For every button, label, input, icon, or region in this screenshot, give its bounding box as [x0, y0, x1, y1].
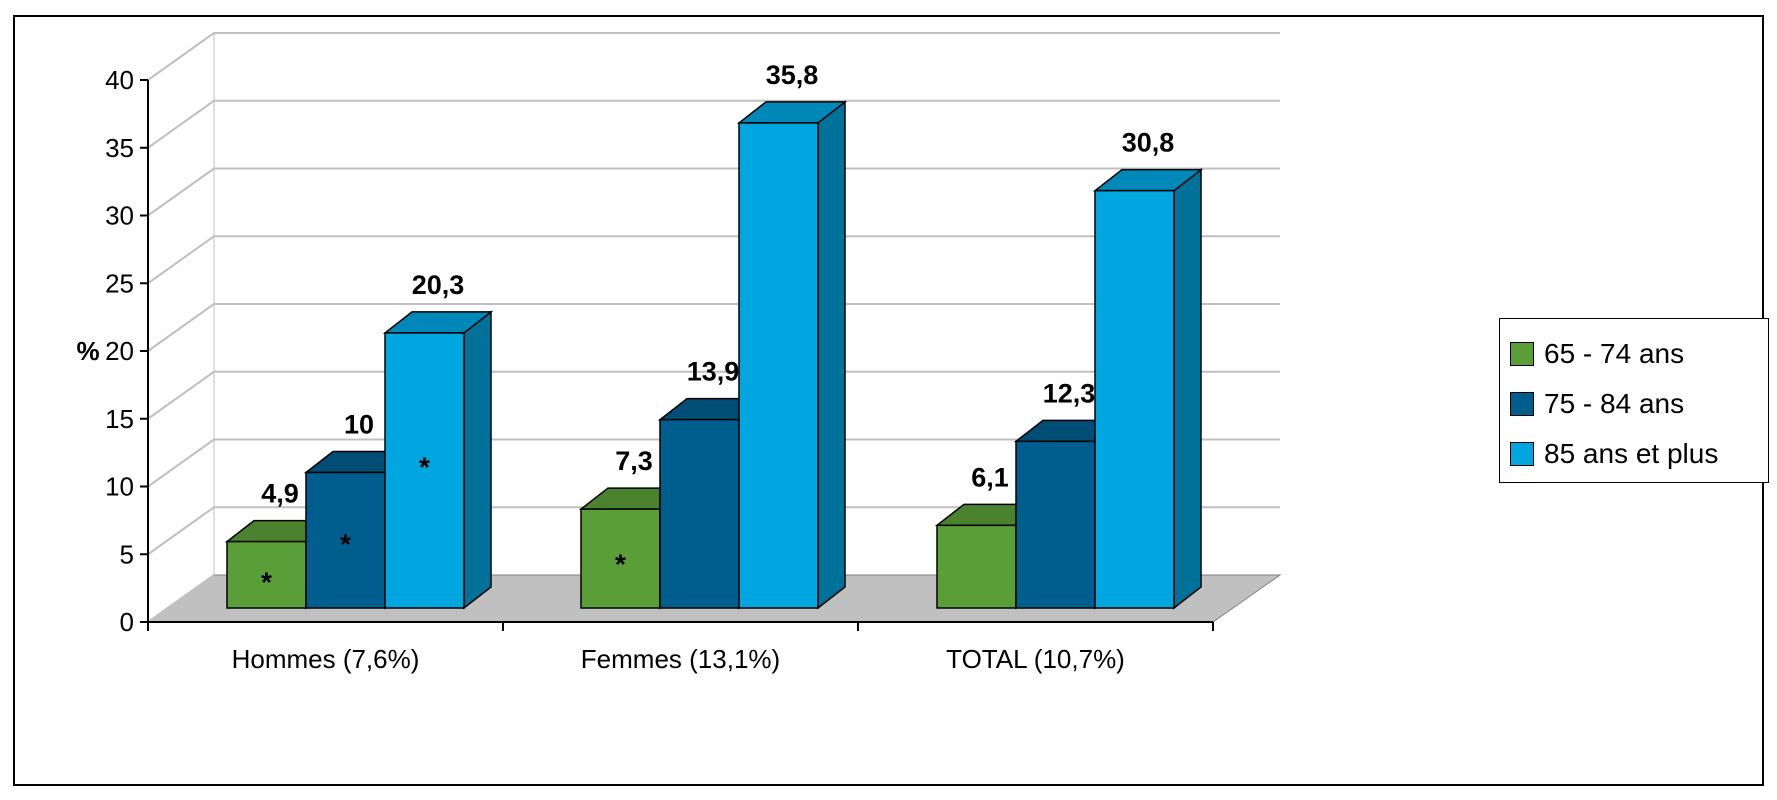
gridline-diagonal [147, 235, 215, 285]
legend-item-85-plus: 85 ans et plus [1510, 429, 1758, 479]
legend-swatch [1510, 342, 1534, 366]
bar-front [1015, 440, 1096, 609]
legend-swatch [1510, 442, 1534, 466]
legend-label: 65 - 74 ans [1544, 338, 1685, 369]
bar-front [659, 418, 740, 609]
data-label: 4,9 [261, 479, 299, 509]
gridline-diagonal [147, 32, 215, 81]
data-labels: * 4,9 * 10 * 20,3 * 7,3 13,9 35,8 6,1 12,3 30,8 [261, 60, 1174, 598]
bar [736, 100, 848, 610]
y-tick-label: 30 [105, 201, 134, 231]
bar-front [226, 540, 307, 609]
bar-side [1173, 168, 1202, 610]
data-label: 30,8 [1122, 128, 1175, 158]
y-tick-label: 5 [120, 539, 134, 569]
bar-front [738, 122, 819, 609]
bar-front [384, 332, 465, 609]
data-label: 6,1 [971, 462, 1009, 492]
legend-label: 85 ans et plus [1544, 438, 1719, 469]
bar-front [1094, 189, 1175, 609]
y-tick-label: 10 [105, 472, 134, 502]
bars [224, 100, 1204, 610]
data-label: 13,9 [687, 357, 740, 387]
gridline-diagonal [147, 506, 215, 556]
data-label: 12,3 [1043, 378, 1096, 408]
data-label: 10 [344, 410, 374, 440]
y-tick-label: 35 [105, 133, 134, 163]
bar-front [936, 524, 1017, 609]
legend-swatch [1510, 392, 1534, 416]
significance-marker: * [340, 528, 351, 559]
bar-front [580, 508, 661, 609]
significance-marker: * [261, 566, 272, 597]
y-tick-label: 20 [105, 336, 134, 366]
data-label: 7,3 [615, 446, 653, 476]
x-tick-label: Hommes (7,6%) [232, 644, 420, 674]
bar-chart: 0 5 10 15 20 25 30 35 40 Hommes (7,6%) Femmes (13,… [76, 32, 1282, 674]
bar [1092, 168, 1204, 610]
bar-side [463, 310, 492, 610]
gridline-diagonal [147, 438, 215, 488]
gridline-diagonal [147, 99, 215, 149]
legend: 65 - 74 ans 75 - 84 ans 85 ans et plus [1499, 318, 1769, 483]
gridline-diagonal [147, 167, 215, 217]
significance-marker: * [419, 452, 430, 483]
gridline-diagonal [147, 574, 215, 623]
y-tick-label: 40 [105, 65, 134, 95]
x-tick-label: TOTAL (10,7%) [946, 644, 1125, 674]
chart-frame [13, 15, 1764, 786]
y-axis-label: % [76, 336, 99, 366]
bar [382, 310, 494, 610]
bar-side [817, 100, 846, 610]
gridline-diagonal [147, 370, 215, 420]
axes: 0 5 10 15 20 25 30 35 40 Hommes (7,6%) Femmes (13,… [105, 65, 1214, 674]
legend-item-65-74: 65 - 74 ans [1510, 329, 1758, 379]
gridline-diagonal [147, 303, 215, 352]
x-tick-label: Femmes (13,1%) [581, 644, 780, 674]
data-label: 20,3 [412, 270, 465, 300]
y-tick-label: 25 [105, 268, 134, 298]
y-tick-label: 0 [120, 607, 134, 637]
y-tick-label: 15 [105, 404, 134, 434]
legend-label: 75 - 84 ans [1544, 388, 1685, 419]
significance-marker: * [615, 549, 626, 580]
legend-item-75-84: 75 - 84 ans [1510, 379, 1758, 429]
data-label: 35,8 [766, 60, 819, 90]
